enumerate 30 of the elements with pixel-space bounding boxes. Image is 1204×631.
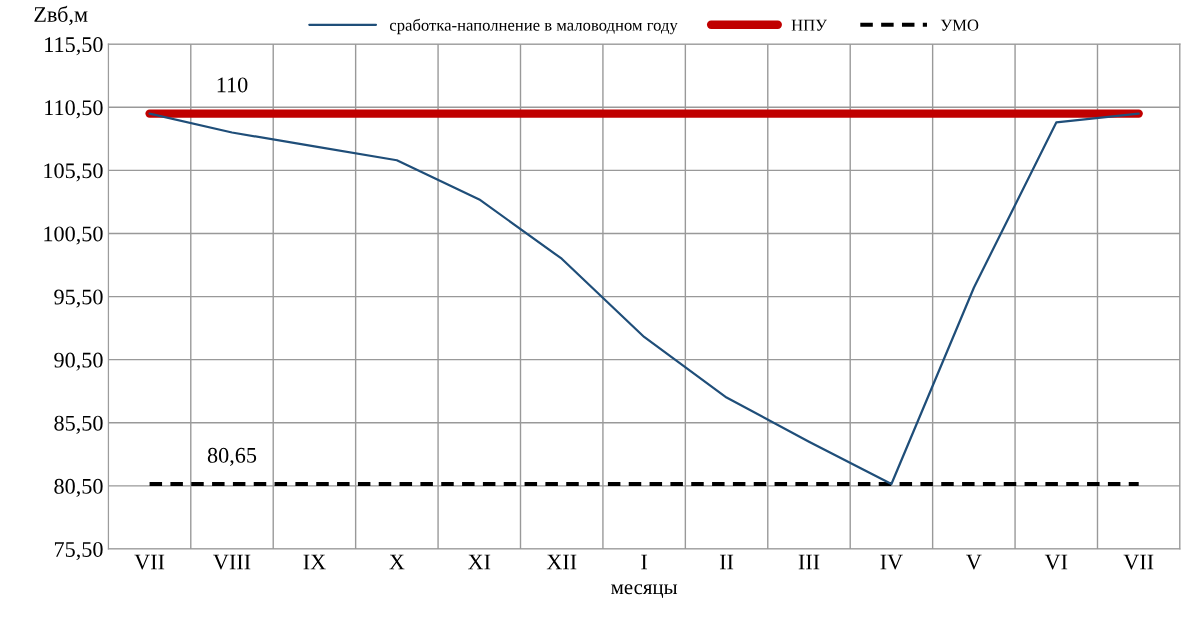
x-axis-title: месяцы [611,584,678,599]
y-axis-title: Zвб,м [34,5,88,26]
x-tick-label: VII [1123,554,1154,570]
y-tick-label: 105,50 [44,163,103,182]
legend-label: НПУ [791,19,827,31]
x-tick-label: VII [134,554,165,570]
y-tick-label: 100,50 [44,226,103,245]
annotation: 80,65 [207,447,257,466]
x-tick-label: II [719,554,734,570]
x-tick-label: I [641,554,648,570]
y-tick-label: 95,50 [54,289,103,308]
x-tick-label: XI [468,554,491,570]
x-tick-label: XII [546,554,577,570]
y-tick-label: 115,50 [45,37,103,56]
x-tick-label: IV [880,554,903,570]
x-tick-label: III [798,554,820,570]
x-tick-label: IX [303,554,326,570]
y-tick-label: 90,50 [54,352,103,371]
legend-label: УМО [940,19,979,31]
y-tick-label: 75,50 [54,541,103,561]
y-tick-label: 85,50 [54,415,103,434]
x-tick-label: VIII [213,554,251,570]
annotation: 110 [217,77,248,93]
x-tick-label: VI [1044,554,1068,570]
y-tick-label: 110,50 [45,100,103,119]
legend-label: сработка-наполнение в маловодном году [389,18,678,35]
line-series [148,112,1140,486]
x-tick-label: X [389,554,405,570]
x-tick-label: V [966,554,982,570]
y-tick-label: 80,50 [54,478,103,497]
